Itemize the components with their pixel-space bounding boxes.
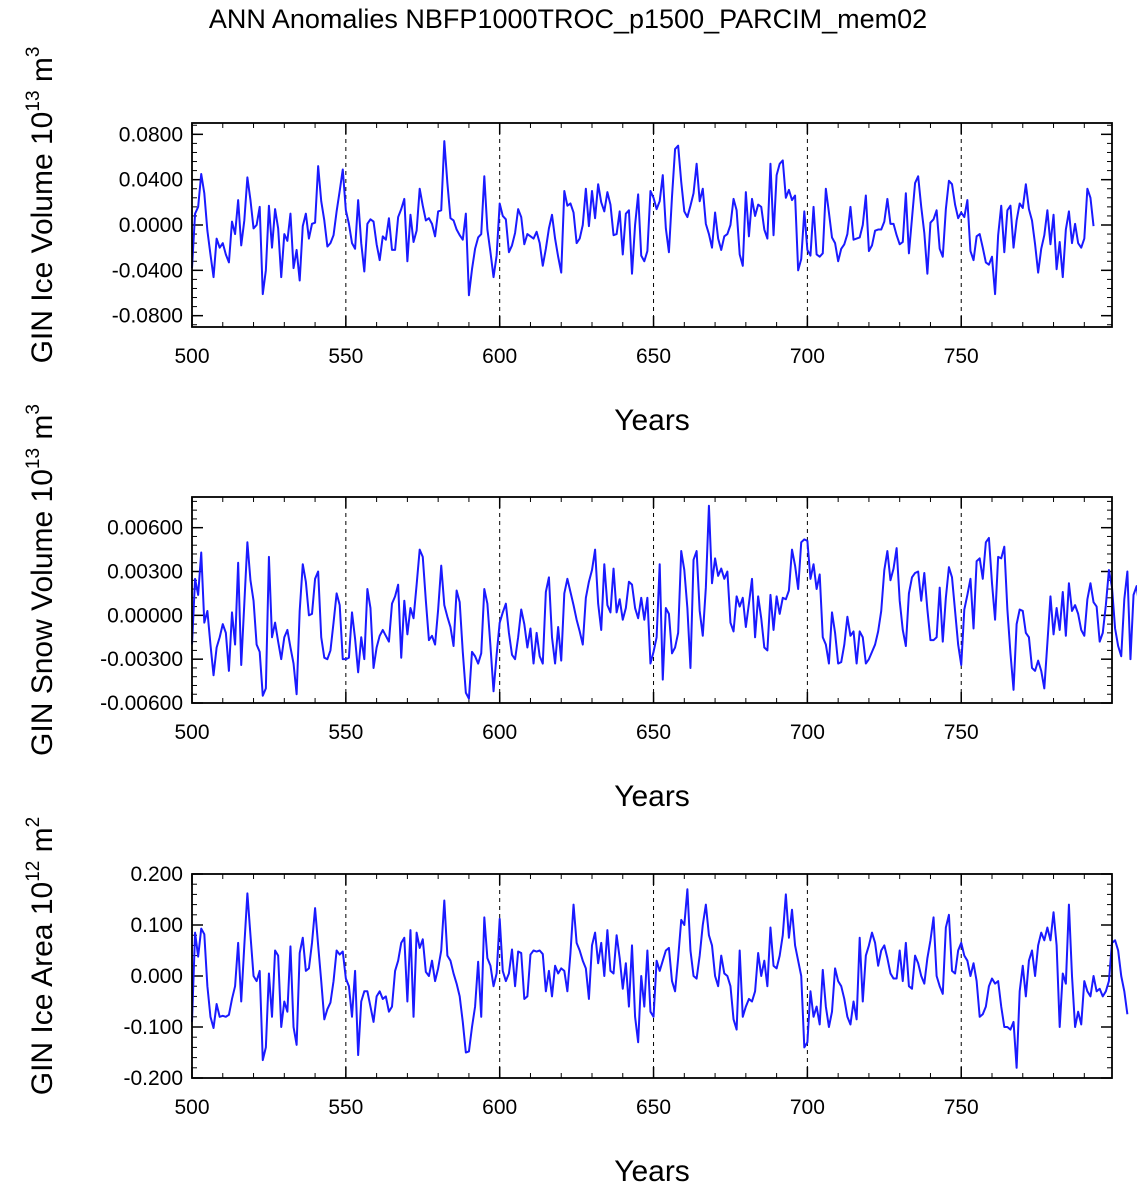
y-tick-label: 0.0400 bbox=[119, 169, 183, 192]
plot-frame bbox=[191, 122, 1113, 328]
x-tick-label: 500 bbox=[174, 1096, 209, 1119]
y-tick-label: 0.00300 bbox=[107, 561, 183, 584]
y-tick-label: -0.00600 bbox=[100, 692, 183, 715]
x-tick-label: 600 bbox=[482, 721, 517, 744]
y-axis-label: GIN Snow Volume 1013 m3 bbox=[23, 404, 59, 756]
y-tick-label: -0.200 bbox=[123, 1067, 183, 1090]
x-tick-label: 600 bbox=[482, 1096, 517, 1119]
x-tick-label: 700 bbox=[790, 721, 825, 744]
x-axis-label: Years bbox=[614, 404, 690, 437]
y-tick-label: 0.0800 bbox=[119, 123, 183, 146]
x-tick-label: 550 bbox=[328, 721, 363, 744]
y-tick-label: 0.000 bbox=[130, 965, 183, 988]
x-tick-label: 700 bbox=[790, 345, 825, 368]
x-tick-label: 750 bbox=[944, 1096, 979, 1119]
series-line bbox=[191, 888, 1129, 1069]
y-tick-label: -0.00300 bbox=[100, 648, 183, 671]
x-tick-label: 550 bbox=[328, 1096, 363, 1119]
y-tick-label: -0.0400 bbox=[112, 259, 183, 282]
y-tick-label: 0.00000 bbox=[107, 604, 183, 627]
panel-2: -0.00600 -0.00300 0.00000 0.00300 0.00600 500… bbox=[23, 404, 1137, 813]
y-tick-label: 0.200 bbox=[130, 863, 183, 886]
panel-1: -0.0800 -0.0400 0.0000 0.0400 0.0800 500 550 60… bbox=[23, 47, 1113, 437]
x-tick-label: 550 bbox=[328, 345, 363, 368]
x-tick-label: 600 bbox=[482, 345, 517, 368]
x-tick-label: 750 bbox=[944, 345, 979, 368]
series-line bbox=[191, 504, 1137, 700]
y-tick-label: -0.0800 bbox=[112, 305, 183, 328]
x-axis-label: Years bbox=[614, 780, 690, 813]
y-tick-label: 0.0000 bbox=[119, 214, 183, 237]
y-tick-label: -0.100 bbox=[123, 1016, 183, 1039]
x-tick-label: 750 bbox=[944, 721, 979, 744]
y-axis-label: GIN Ice Area 1012 m2 bbox=[23, 817, 59, 1096]
plot-frame bbox=[191, 496, 1113, 704]
plot-frame bbox=[191, 873, 1113, 1079]
panels: -0.0800 -0.0400 0.0000 0.0400 0.0800 500 550 60… bbox=[23, 47, 1137, 1186]
x-tick-label: 500 bbox=[174, 345, 209, 368]
x-tick-label: 700 bbox=[790, 1096, 825, 1119]
y-tick-label: 0.100 bbox=[130, 914, 183, 937]
series-line bbox=[191, 140, 1095, 297]
x-tick-label: 500 bbox=[174, 721, 209, 744]
x-tick-label: 650 bbox=[636, 345, 671, 368]
x-tick-label: 650 bbox=[636, 1096, 671, 1119]
y-tick-label: 0.00600 bbox=[107, 517, 183, 540]
y-axis-label: GIN Ice Volume 1013 m3 bbox=[23, 47, 59, 364]
chart-title: ANN Anomalies NBFP1000TROC_p1500_PARCIM_… bbox=[209, 4, 927, 34]
x-tick-label: 650 bbox=[636, 721, 671, 744]
panel-3: -0.200 -0.100 0.000 0.100 0.200 500 550 600 650 7… bbox=[23, 817, 1129, 1186]
x-axis-label: Years bbox=[614, 1155, 690, 1186]
